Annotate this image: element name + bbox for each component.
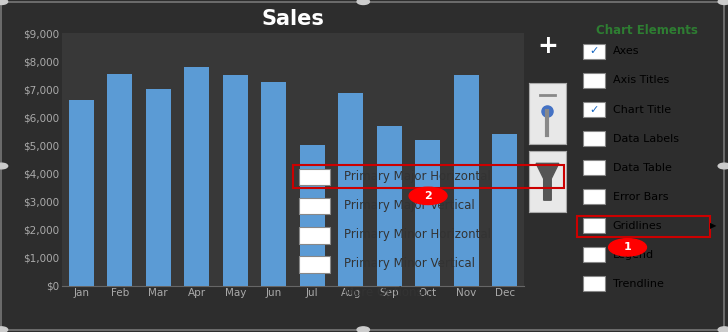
FancyBboxPatch shape <box>299 169 330 185</box>
FancyBboxPatch shape <box>299 256 330 273</box>
Bar <box>339 94 363 286</box>
Bar <box>377 126 402 286</box>
Text: 1: 1 <box>624 242 631 252</box>
Text: Legend: Legend <box>613 250 654 260</box>
Text: Axis Titles: Axis Titles <box>613 75 669 86</box>
Text: Axes: Axes <box>613 46 639 56</box>
Text: Chart Elements: Chart Elements <box>596 24 697 37</box>
FancyBboxPatch shape <box>583 277 605 291</box>
FancyBboxPatch shape <box>299 227 330 244</box>
FancyBboxPatch shape <box>583 189 605 204</box>
Text: Primary Minor Horizontal: Primary Minor Horizontal <box>344 228 491 241</box>
Bar <box>454 75 479 286</box>
Text: +: + <box>537 34 558 58</box>
Text: Primary Minor Vertical: Primary Minor Vertical <box>344 257 475 270</box>
Bar <box>146 89 170 286</box>
Text: Primary Major Horizontal: Primary Major Horizontal <box>344 170 491 183</box>
Text: Trendline: Trendline <box>613 279 664 289</box>
Text: ▶: ▶ <box>711 221 717 230</box>
Bar <box>416 140 440 286</box>
FancyBboxPatch shape <box>583 131 605 146</box>
FancyBboxPatch shape <box>583 218 605 233</box>
FancyBboxPatch shape <box>583 160 605 175</box>
Bar <box>68 101 94 286</box>
Text: ✓: ✓ <box>590 46 599 56</box>
FancyBboxPatch shape <box>583 73 605 88</box>
Bar <box>261 82 286 286</box>
Bar <box>107 74 132 286</box>
FancyBboxPatch shape <box>583 44 605 59</box>
Text: ✓: ✓ <box>590 105 599 115</box>
Bar <box>184 67 209 286</box>
Bar <box>223 75 248 286</box>
Text: Gridlines: Gridlines <box>613 220 662 231</box>
Text: More Options...: More Options... <box>344 287 434 299</box>
Text: Primary Major Vertical: Primary Major Vertical <box>344 199 475 212</box>
Text: Data Table: Data Table <box>613 163 672 173</box>
Bar <box>300 145 325 286</box>
Bar <box>492 134 518 286</box>
FancyBboxPatch shape <box>583 102 605 117</box>
Title: Sales: Sales <box>261 9 325 29</box>
Polygon shape <box>536 163 559 200</box>
Text: Data Labels: Data Labels <box>613 133 678 143</box>
Text: Error Bars: Error Bars <box>613 192 668 202</box>
Text: 2: 2 <box>424 191 432 201</box>
FancyBboxPatch shape <box>583 247 605 262</box>
Text: Chart Title: Chart Title <box>613 105 670 115</box>
FancyBboxPatch shape <box>299 198 330 214</box>
